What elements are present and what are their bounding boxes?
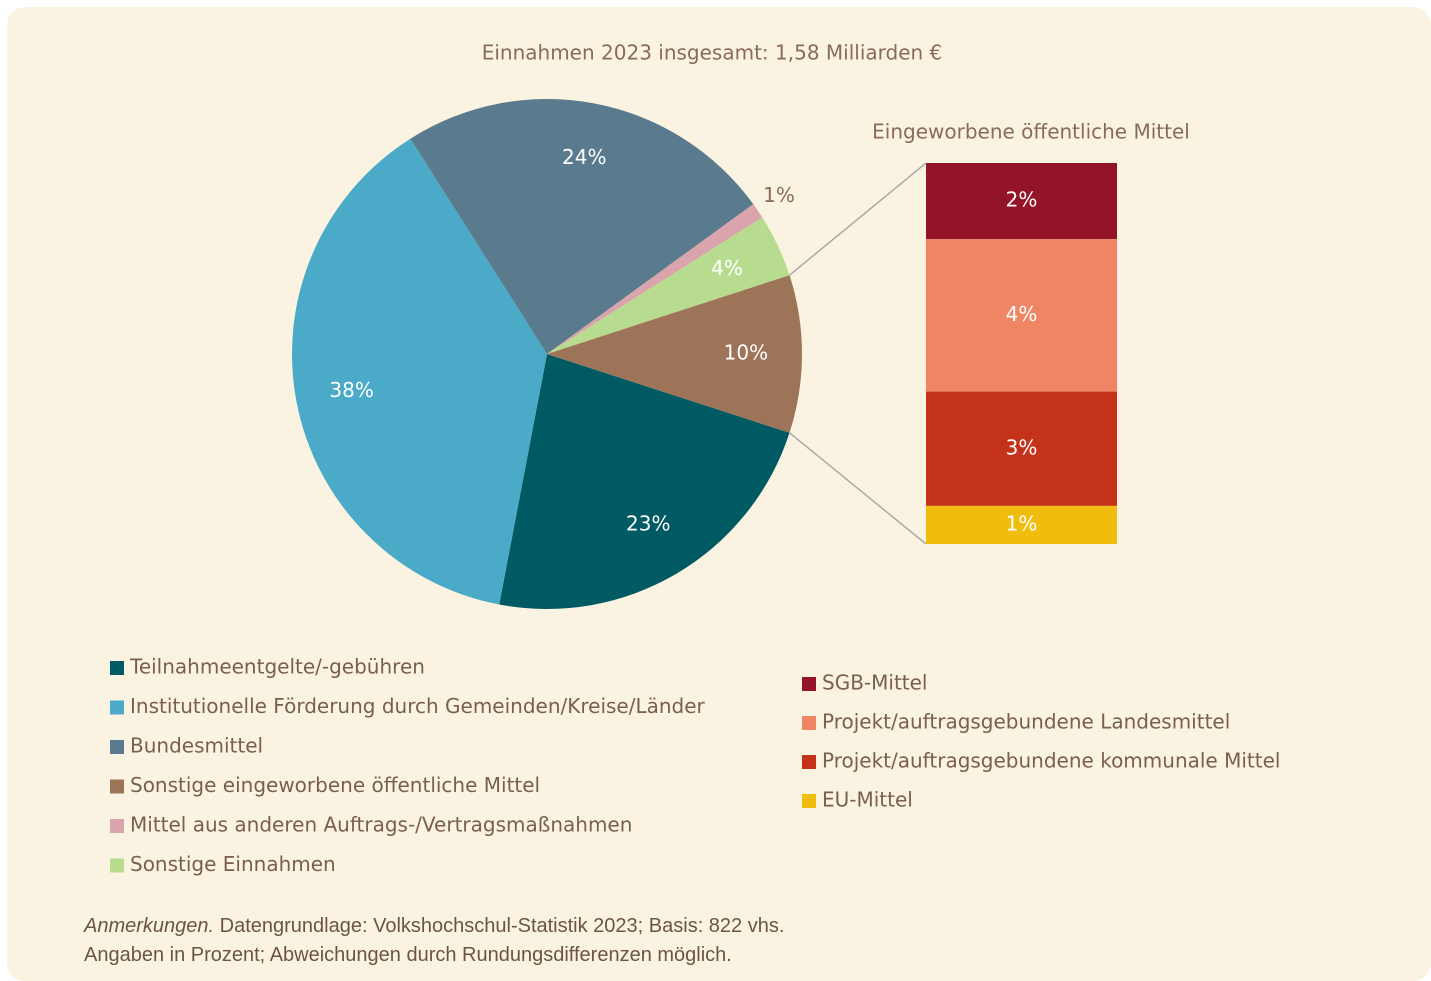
connector: [789, 162, 927, 276]
pie-slice: [499, 354, 790, 610]
legend-swatch: [110, 700, 124, 715]
bar-label: 2%: [1006, 188, 1038, 212]
bar-label: 4%: [1006, 302, 1038, 326]
note-line: Anmerkungen. Datengrundlage: Volkshochsc…: [84, 912, 784, 941]
legend-label: Teilnahmeentgelte/-gebühren: [129, 655, 425, 679]
note: Anmerkungen. Datengrundlage: Volkshochsc…: [84, 912, 784, 970]
pie-slice: [410, 99, 754, 355]
legend-label: Projekt/auftragsgebundene kommunale Mitt…: [822, 749, 1280, 773]
bar-title: Eingeworbene öffentliche Mittel: [872, 120, 1190, 144]
legend-swatch: [110, 740, 124, 754]
legend-label: Projekt/auftragsgebundene Landesmittel: [822, 710, 1230, 734]
pie-slice: [291, 138, 547, 605]
pie-slice: [547, 204, 763, 354]
pie-slice: [547, 217, 790, 354]
bar-segment: [926, 239, 1117, 392]
legend-label: Sonstige eingeworbene öffentliche Mittel: [130, 773, 540, 797]
legend-label: EU-Mittel: [822, 788, 913, 812]
bar-segment: [926, 391, 1117, 506]
slice-label: 10%: [724, 341, 768, 365]
bar-label: 1%: [1006, 511, 1038, 535]
bar-segment: [926, 163, 1117, 240]
note-line: Angaben in Prozent; Abweichungen durch R…: [84, 944, 732, 966]
legend-swatch: [802, 755, 816, 769]
bar-segment: [926, 505, 1117, 544]
legend-swatch: [110, 661, 124, 675]
note-label: Anmerkungen.: [84, 915, 215, 937]
legend-label: Institutionelle Förderung durch Gemeinde…: [130, 694, 706, 718]
bar-label: 3%: [1006, 435, 1038, 459]
slice-label: 4%: [711, 256, 743, 280]
slice-label: 38%: [329, 378, 373, 402]
legend-swatch: [802, 677, 816, 691]
legend-label: Bundesmittel: [130, 734, 263, 758]
slice-label: 24%: [562, 145, 606, 169]
legend-swatch: [802, 794, 816, 808]
legend-label: Sonstige Einnahmen: [130, 852, 336, 876]
connector: [789, 432, 927, 545]
legend-label: Mittel aus anderen Auftrags-/Vertragsmaß…: [130, 813, 632, 837]
legend-swatch: [110, 779, 124, 794]
legend-label: SGB-Mittel: [822, 671, 928, 695]
note-text: Datengrundlage: Volkshochschul-Statistik…: [219, 915, 785, 937]
legend-swatch: [110, 819, 124, 833]
legend-swatch: [802, 716, 816, 730]
slice-label: 23%: [626, 512, 670, 536]
legend-swatch: [110, 858, 124, 873]
slice-label: 1%: [763, 183, 795, 207]
pie-slice: [547, 275, 802, 433]
chart-title: Einnahmen 2023 insgesamt: 1,58 Milliarde…: [482, 41, 943, 65]
